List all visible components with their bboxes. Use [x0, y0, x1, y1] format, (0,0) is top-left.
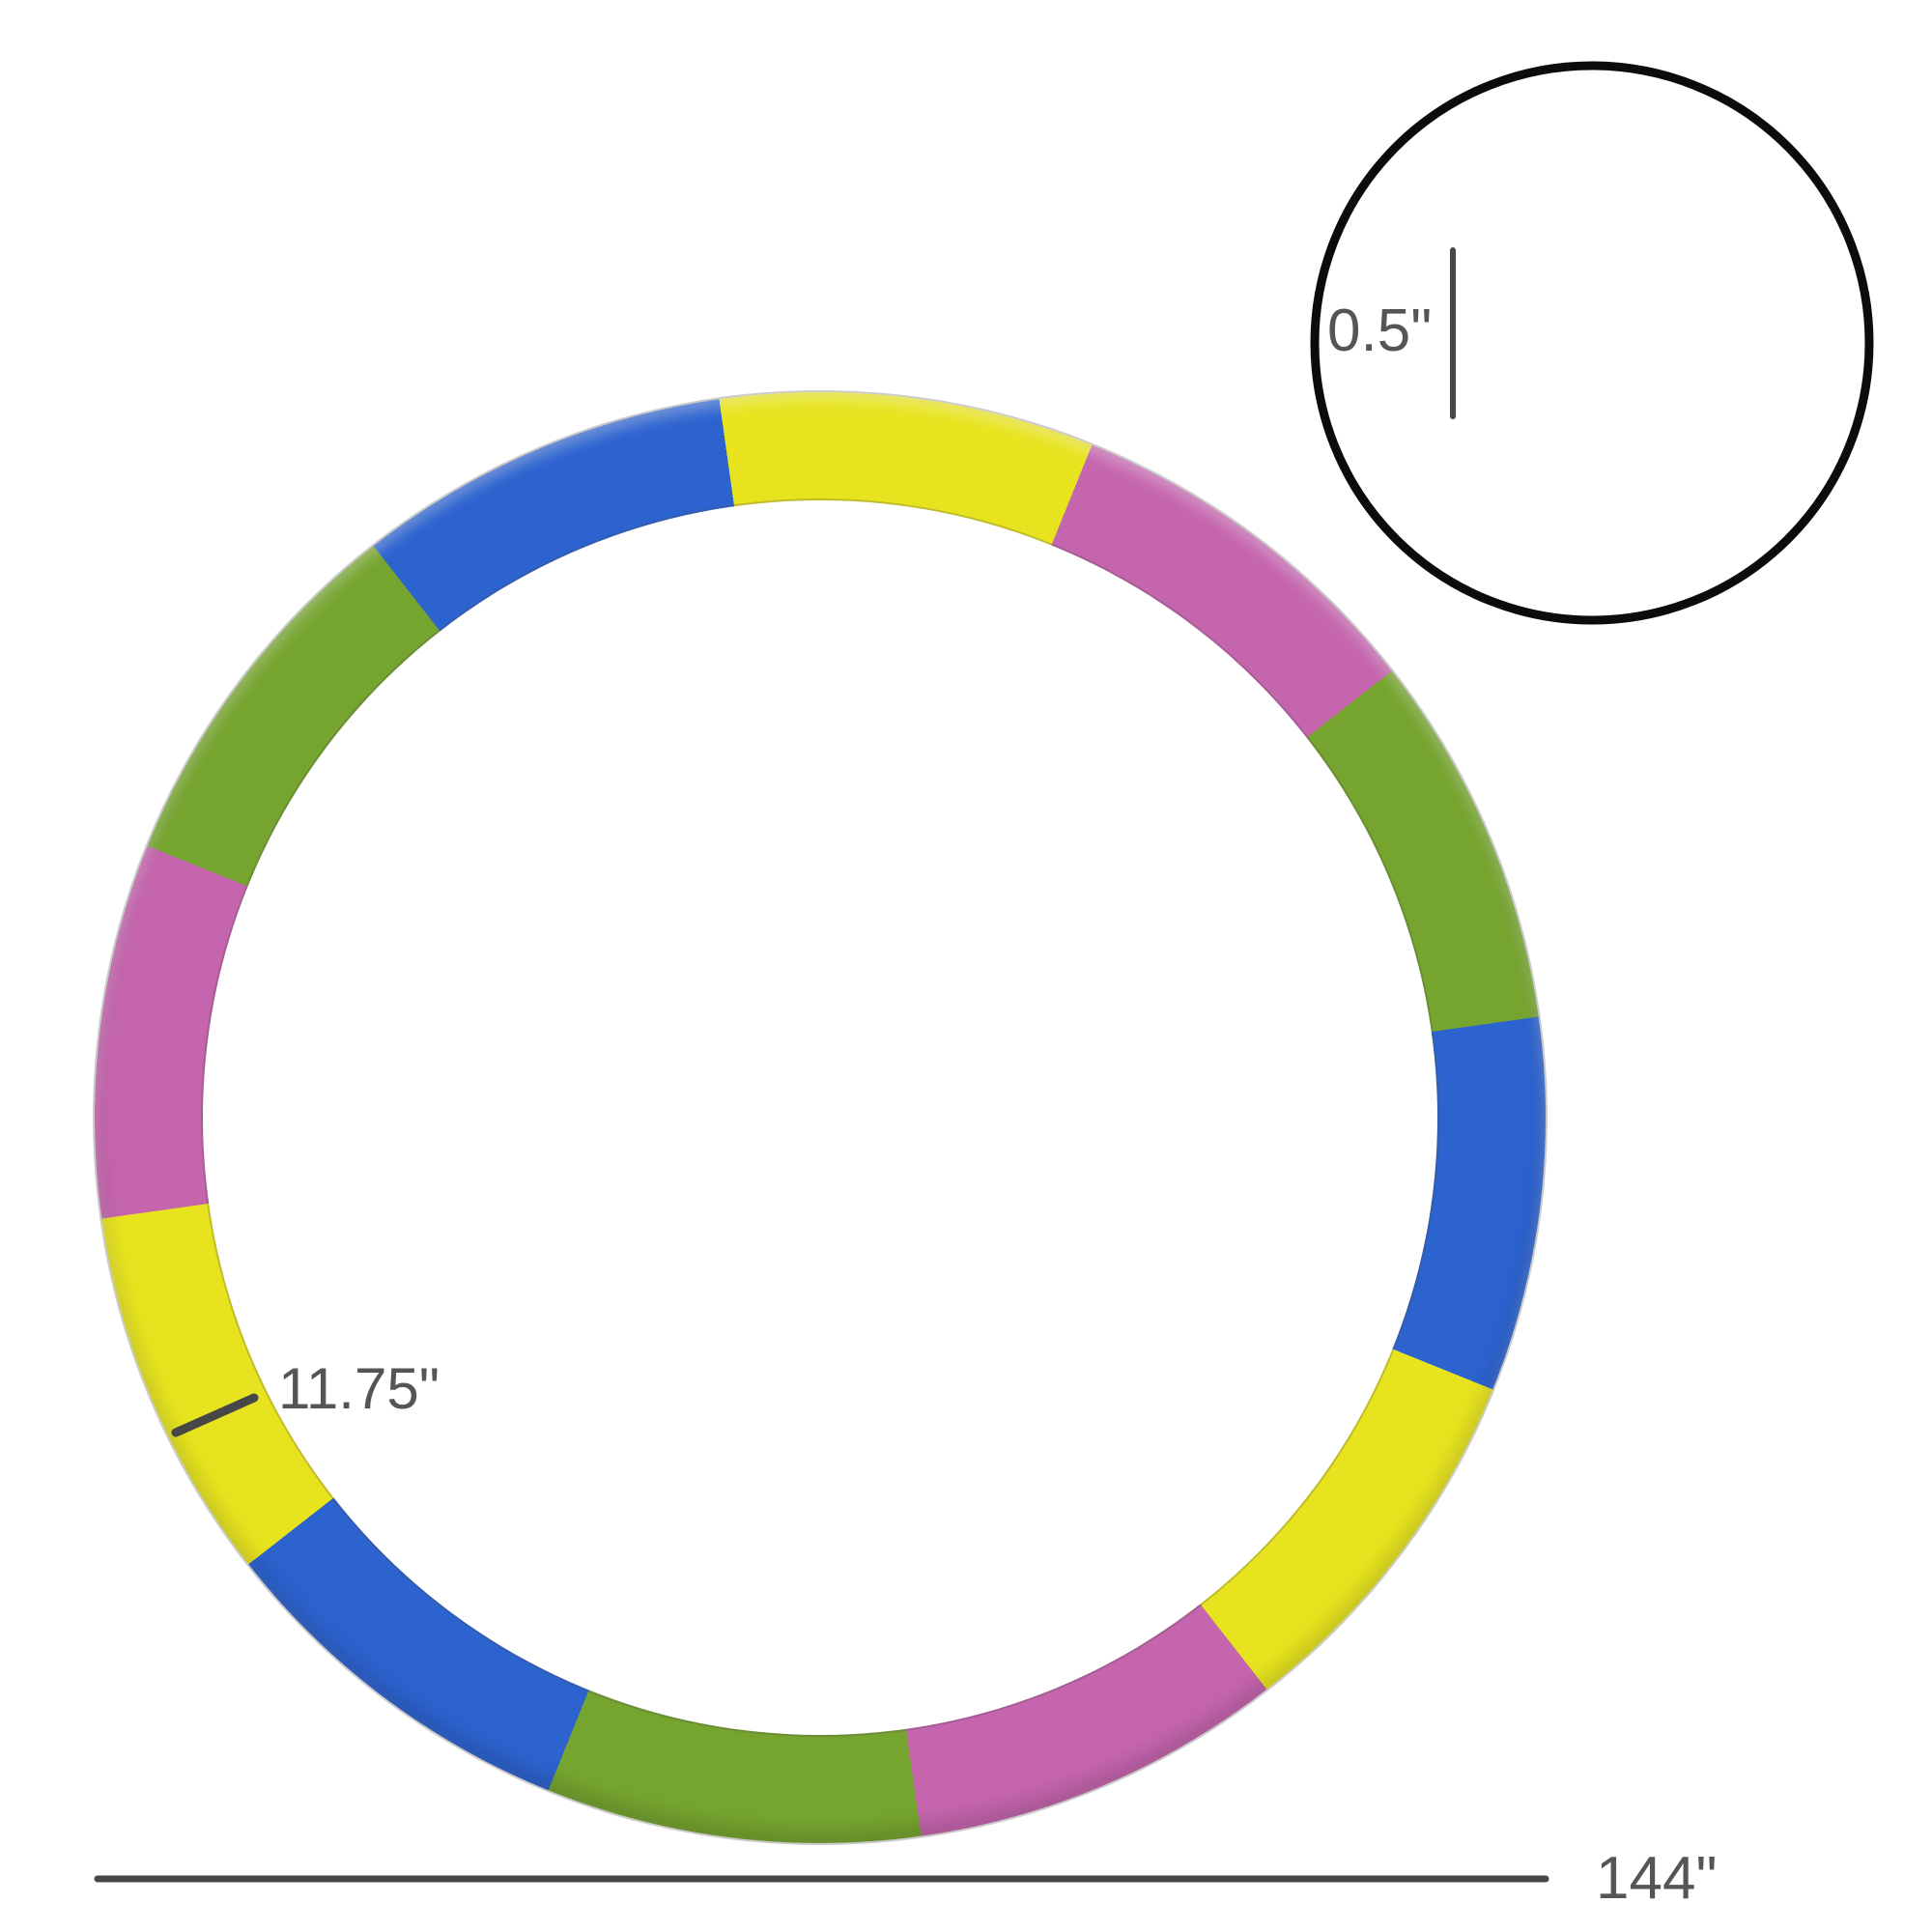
trampoline-pad-ring — [95, 392, 1546, 1843]
inset-pad-top-yellow — [1475, 248, 1641, 332]
pad-width-label: 11.75" — [278, 1356, 440, 1421]
thickness-label: 0.5" — [1327, 298, 1433, 364]
inset-pad-side-blue — [1467, 301, 1890, 641]
inset-pad-top-green — [1794, 207, 1890, 255]
inset-pad-top-pink — [1533, 209, 1817, 269]
diameter-label: 144" — [1596, 1845, 1718, 1912]
ring-inner-hole — [203, 500, 1437, 1735]
inset-trampoline-mat-black — [1618, 248, 1890, 367]
